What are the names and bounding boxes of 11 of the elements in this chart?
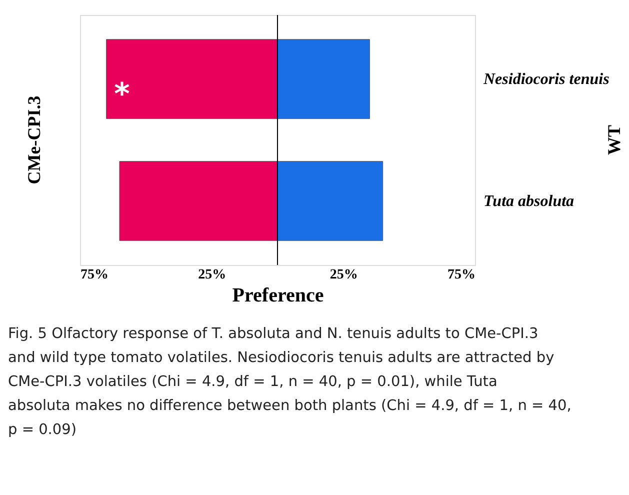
- x-tick-label: 25%: [198, 268, 226, 282]
- y-tick-label: Tuta absoluta: [484, 192, 574, 210]
- x-tick-label: 25%: [330, 268, 358, 282]
- x-tick-label: 75%: [448, 268, 476, 282]
- y2-axis-title: WT: [604, 124, 624, 156]
- x-axis-title: Preference: [232, 284, 324, 306]
- x-tick-label: 75%: [80, 268, 108, 282]
- annotation: *: [114, 77, 130, 112]
- caption: Fig. 5 Olfactory response of T. absoluta and N. tenuis adults to CMe-CPI.3 and wild type tomato volatiles. Nesiodiocoris tenuis adults are attracted by CMe-CPI.3 volatiles (Chi = 4.9, df = 1, n = 40, p = 0.01), while Tuta absoluta makes no difference between both plants (Chi = 4.9, df = 1, n = 40, p = 0.09): [8, 326, 572, 438]
- y-axis-title: CMe-CPI.3: [24, 96, 44, 184]
- y-tick-label: Nesidiocoris tenuis: [482, 71, 610, 88]
